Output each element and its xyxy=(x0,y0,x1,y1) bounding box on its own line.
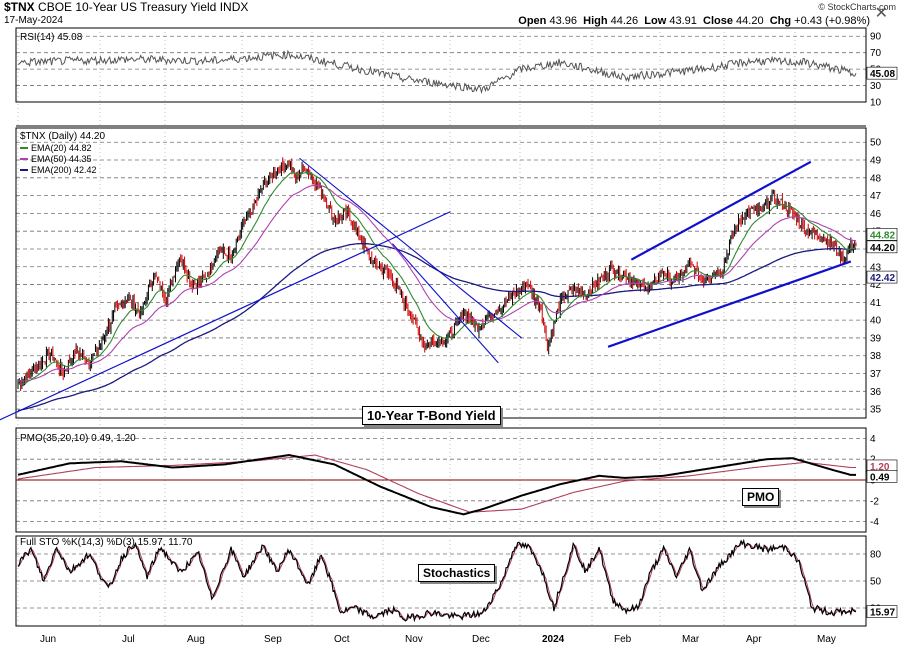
ema200-line xyxy=(17,242,856,412)
close-icon[interactable]: ✕ xyxy=(874,5,888,22)
month-label: Dec xyxy=(472,634,490,645)
exchange: INDX xyxy=(219,0,249,14)
rsi-tick-label: 90 xyxy=(870,32,882,43)
ema20-line xyxy=(17,172,857,385)
channel-upper xyxy=(630,160,812,261)
rsi-tick-label: 70 xyxy=(870,48,882,59)
low-value: 43.91 xyxy=(669,15,697,27)
annotation-main: 10-Year T-Bond Yield xyxy=(362,406,501,425)
close-value: 44.20 xyxy=(736,15,764,27)
month-label: Nov xyxy=(405,634,423,645)
month-label: Jul xyxy=(122,634,135,645)
price-tick-label: 47 xyxy=(870,191,882,202)
legend-ema20: EMA(20) 44.82 xyxy=(31,143,92,153)
rsi-tag: 45.08 xyxy=(870,69,895,80)
price-tick-label: 42 xyxy=(870,280,882,291)
pmo-tick-label: 4 xyxy=(870,434,876,445)
price-tick-label: 46 xyxy=(870,209,882,220)
pmo-tick-label: -2 xyxy=(870,496,879,507)
chart-title: $TNX CBOE 10-Year US Treasury Yield INDX xyxy=(4,0,248,14)
rsi-tag-bg xyxy=(866,66,898,80)
price-tick-label: 48 xyxy=(870,173,882,184)
price-tick-label: 49 xyxy=(870,156,882,167)
pmo-tag-signal: 1.20 xyxy=(870,462,890,473)
open-value: 43.96 xyxy=(549,15,577,27)
rsi-tick-label: 30 xyxy=(870,81,882,92)
rsi-line xyxy=(17,49,857,95)
month-label: Sep xyxy=(264,634,282,645)
annotation-pmo: PMO xyxy=(742,488,780,506)
legend-ema50: EMA(50) 44.35 xyxy=(31,154,92,164)
stoch-k-line xyxy=(17,538,857,623)
stoch-tag: 15.97 xyxy=(870,608,895,619)
tag-ema20-bg xyxy=(866,228,898,241)
panel-frame-rsi xyxy=(15,27,867,103)
price-tick-label: 40 xyxy=(870,316,882,327)
trendline-falling-upper xyxy=(299,157,522,339)
chart-date: 17-May-2024 xyxy=(4,15,63,26)
tag-ema200: 42.42 xyxy=(870,273,895,284)
stoch-legend: Full STO %K(14,3) %D(3) 15.97, 11.70 xyxy=(20,537,193,548)
tag-close: 44.20 xyxy=(870,243,895,254)
channel-lower xyxy=(607,260,852,348)
price-bars xyxy=(17,157,857,392)
pmo-tag-pmo-bg xyxy=(866,470,898,483)
month-label: Aug xyxy=(187,634,205,645)
month-label: Feb xyxy=(614,634,632,645)
high-value: 44.26 xyxy=(610,15,639,27)
price-tick-label: 39 xyxy=(870,333,882,344)
tag-ema20: 44.82 xyxy=(870,230,895,241)
price-tick-label: 43 xyxy=(870,262,882,273)
ohlc-readout: Open 43.96 High 44.26 Low 43.91 Close 44… xyxy=(518,15,870,27)
price-tick-label: 37 xyxy=(870,369,882,380)
symbol: $TNX xyxy=(4,0,35,14)
rsi-tick-label: 10 xyxy=(870,98,882,109)
price-tick-label: 36 xyxy=(870,387,882,398)
security-name: CBOE 10-Year US Treasury Yield xyxy=(38,0,217,14)
rsi-legend: RSI(14) 45.08 xyxy=(20,32,83,43)
close-label: Close xyxy=(703,15,733,27)
trendline-falling-lower xyxy=(392,243,499,364)
month-label: Apr xyxy=(746,634,762,645)
pmo-legend: PMO(35,20,10) 0.49, 1.20 xyxy=(20,433,136,444)
stoch-tick-label: 50 xyxy=(870,577,882,588)
legend-ema200: EMA(200) 42.42 xyxy=(31,165,97,175)
ema50-line xyxy=(18,184,857,382)
low-label: Low xyxy=(644,15,667,27)
copyright: © StockCharts.com xyxy=(818,2,896,12)
price-tick-label: 35 xyxy=(870,405,882,416)
month-label: 2024 xyxy=(542,634,565,645)
month-label: Jun xyxy=(40,634,56,645)
month-label: Mar xyxy=(682,634,700,645)
price-tick-label: 38 xyxy=(870,351,882,362)
price-tick-label: 50 xyxy=(870,138,882,149)
month-label: May xyxy=(817,634,836,645)
high-label: High xyxy=(583,15,608,27)
pmo-tick-label: -4 xyxy=(870,517,879,528)
price-tick-label: 41 xyxy=(870,298,882,309)
stoch-tick-label: 80 xyxy=(870,550,882,561)
price-legend-title: $TNX (Daily) 44.20 xyxy=(20,131,105,142)
stoch-tag-bg xyxy=(866,605,898,618)
chg-value: +0.43 (+0.98%) xyxy=(794,15,870,27)
annotation-stoch: Stochastics xyxy=(418,564,496,582)
month-label: Oct xyxy=(334,634,350,645)
trendline-long-rising xyxy=(0,211,451,421)
pmo-tag-pmo: 0.49 xyxy=(870,472,890,483)
tag-ema200-bg xyxy=(866,270,898,284)
tag-close-bg xyxy=(866,240,898,254)
chg-label: Chg xyxy=(769,15,792,27)
pmo-line xyxy=(17,453,856,516)
open-label: Open xyxy=(518,15,547,27)
